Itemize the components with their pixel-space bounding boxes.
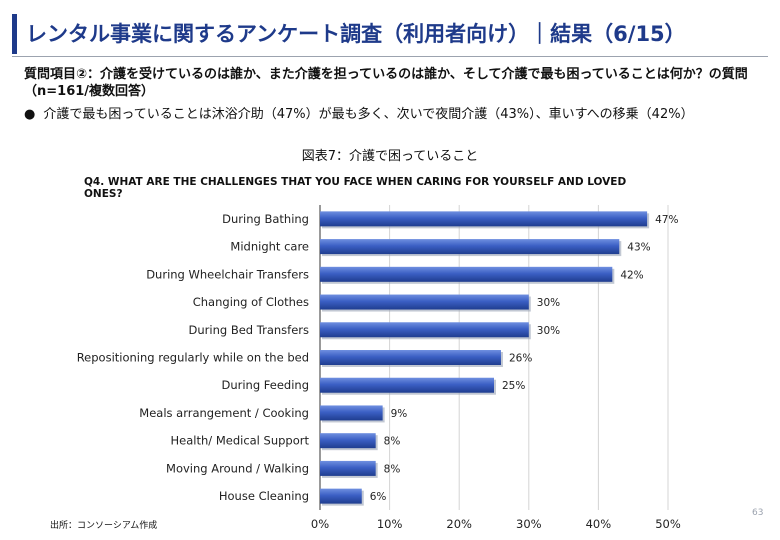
title-accent-bar [12,14,17,54]
category-label: Changing of Clothes [193,295,309,309]
bar [320,405,383,421]
value-label: 8% [384,463,401,475]
value-label: 25% [502,380,525,392]
category-label: Repositioning regularly while on the bed [77,351,309,365]
question-text: 質問項目②：介護を受けているのは誰か、また介護を担っているのは誰か、そして介護で… [24,67,748,99]
category-label: During Feeding [221,378,309,392]
value-label: 42% [620,269,643,281]
x-tick-label: 0% [311,517,329,531]
bar [320,350,501,365]
x-tick-label: 40% [586,517,612,531]
chart-title: Q4. WHAT ARE THE CHALLENGES THAT YOU FAC… [84,176,627,200]
bar [320,488,362,504]
category-label: During Bathing [222,212,309,226]
summary-bullet: ● 介護で最も困っていることは沐浴介助（47%）が最も多く、次いで夜間介護（43%… [24,103,694,122]
value-label: 47% [655,214,678,226]
category-label: Meals arrangement / Cooking [139,406,309,420]
source-note: 出所：コンソーシアム作成 [50,521,158,531]
x-tick-label: 10% [377,517,403,531]
title-divider [12,56,768,57]
category-label: Health/ Medical Support [171,434,310,448]
category-label: Moving Around / Walking [166,461,309,475]
value-label: 9% [391,408,408,420]
category-label: Midnight care [230,240,309,254]
x-tick-label: 30% [516,517,542,531]
bar [320,460,376,476]
x-tick-label: 20% [446,517,472,531]
category-label: During Wheelchair Transfers [146,267,309,281]
value-label: 6% [370,491,387,503]
figure-caption: 図表7：介護で困っていること [301,149,479,164]
bar [320,322,529,338]
value-label: 43% [627,242,650,254]
summary-bullet-text: 介護で最も困っていることは沐浴介助（47%）が最も多く、次いで夜間介護（43%）… [43,107,694,122]
bar [320,433,376,449]
value-label: 30% [537,325,560,337]
category-label: House Cleaning [219,489,309,503]
bar [320,239,620,255]
category-label: During Bed Transfers [189,323,309,337]
bar [320,266,613,282]
bar [320,377,494,393]
page-title: レンタル事業に関するアンケート調査（利用者向け）｜結果（6/15） [26,22,686,46]
value-label: 26% [509,353,532,365]
value-label: 8% [384,436,401,448]
page-number: 63 [752,508,764,518]
bullet-dot-icon: ● [24,107,36,122]
bar [320,294,529,310]
x-tick-label: 50% [655,517,681,531]
value-label: 30% [537,297,560,309]
bar [320,211,648,227]
